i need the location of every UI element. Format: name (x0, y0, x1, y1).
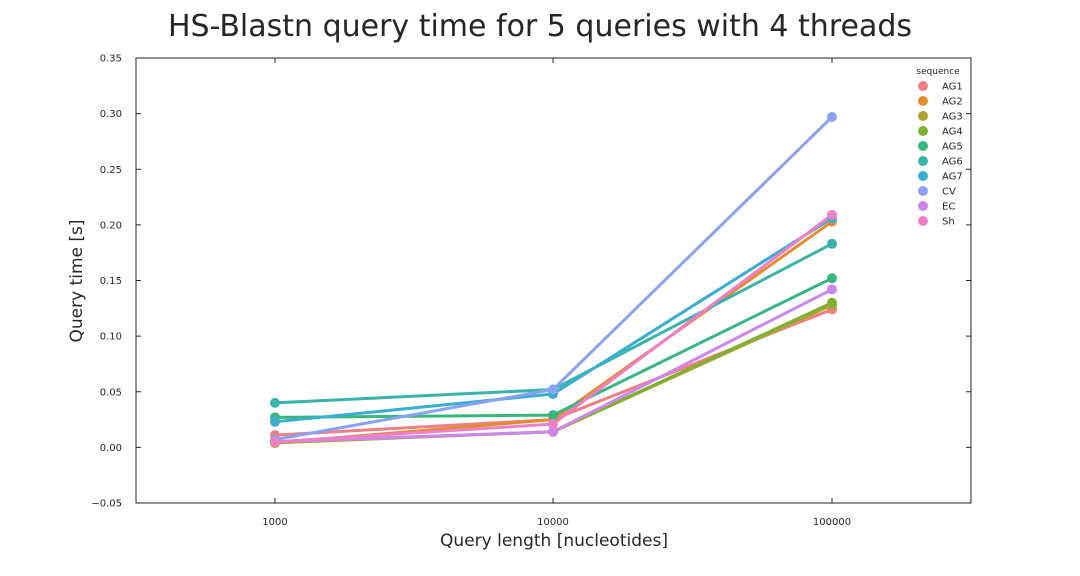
y-tick-label: 0.10 (100, 332, 122, 343)
legend-label: AG6 (942, 157, 963, 168)
data-point-ec (548, 426, 558, 437)
legend-marker (918, 186, 928, 196)
y-tick-label: 0.20 (100, 220, 122, 231)
series-line-ag6 (274, 242, 833, 405)
data-point-cv (548, 384, 558, 395)
legend-marker (918, 126, 928, 136)
x-tick-label: 1000 (262, 517, 287, 528)
y-tick-label: −0.05 (91, 499, 122, 510)
legend-label: AG4 (942, 127, 963, 138)
legend-marker (918, 111, 928, 121)
legend-label: CV (942, 187, 956, 198)
legend-marker (918, 201, 928, 211)
data-point-sh (270, 436, 280, 447)
legend-marker (918, 96, 928, 106)
legend-marker (918, 141, 928, 151)
data-point-sh (548, 419, 558, 430)
data-point-ag5 (548, 410, 558, 421)
data-point-ag5 (827, 273, 837, 284)
x-tick-label: 10000 (537, 517, 569, 528)
data-point-cv (827, 111, 837, 122)
legend-label: AG3 (942, 112, 963, 123)
chart-title: HS-Blastn query time for 5 queries with … (168, 9, 912, 44)
y-tick-label: 0.00 (100, 443, 122, 454)
data-point-ec (827, 284, 837, 295)
y-tick-label: 0.30 (100, 109, 122, 120)
legend-label: EC (942, 202, 955, 213)
data-point-sh (827, 209, 837, 220)
y-tick-label: 0.05 (100, 387, 122, 398)
data-point-ag4 (827, 297, 837, 308)
legend-label: AG1 (942, 82, 963, 93)
y-axis-title: Query time [s] (67, 219, 87, 342)
y-tick-label: 0.25 (100, 165, 122, 176)
legend-label: AG7 (942, 172, 963, 183)
legend-marker (918, 156, 928, 166)
plot-area: −0.05 0.00 0.05 0.10 0.15 0.20 0.25 0.30 0.35 100… (91, 54, 972, 528)
x-tick-label: 100000 (813, 517, 851, 528)
legend-marker (918, 216, 928, 226)
legend-marker (918, 81, 928, 91)
legend: sequence AG1 AG2 AG3 AG4 AG5 AG6 AG7 CV EC Sh (916, 67, 962, 228)
data-point-ag7 (270, 416, 280, 427)
legend-title: sequence (916, 67, 960, 77)
legend-label: Sh (942, 217, 955, 228)
data-point-ag6 (270, 397, 280, 408)
legend-label: AG5 (942, 142, 963, 153)
x-axis-title: Query length [nucleotides] (440, 531, 668, 551)
y-tick-label: 0.15 (100, 276, 122, 287)
legend-marker (918, 171, 928, 181)
series-line-sh (274, 213, 833, 444)
y-tick-label: 0.35 (100, 54, 122, 65)
data-point-ag6 (827, 238, 837, 249)
legend-label: AG2 (942, 97, 963, 108)
